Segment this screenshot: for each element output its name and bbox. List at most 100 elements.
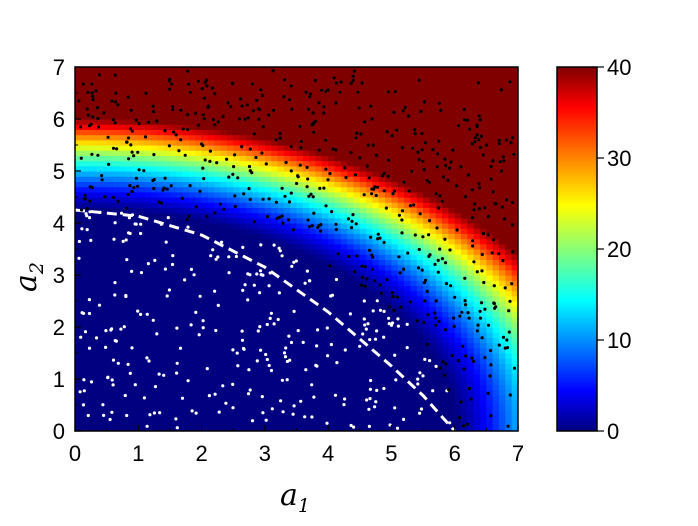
heatmap-cell bbox=[182, 290, 190, 297]
heatmap-cell bbox=[353, 425, 361, 431]
heatmap-cell bbox=[157, 337, 165, 344]
heatmap-cell bbox=[100, 217, 108, 224]
heatmap-cell bbox=[283, 139, 291, 146]
heatmap-cell bbox=[302, 301, 310, 307]
heatmap-cell bbox=[220, 191, 228, 198]
heatmap-cell bbox=[157, 207, 165, 214]
heatmap-cell bbox=[195, 197, 203, 203]
heatmap-cell bbox=[410, 373, 418, 380]
heatmap-cell bbox=[505, 301, 513, 307]
heatmap-cell bbox=[226, 139, 234, 146]
heatmap-cell bbox=[378, 405, 386, 411]
heatmap-cell bbox=[214, 202, 222, 208]
heatmap-cell bbox=[334, 207, 342, 214]
heatmap-cell bbox=[125, 238, 133, 245]
heatmap-cell bbox=[309, 259, 317, 266]
heatmap-cell bbox=[309, 87, 317, 94]
heatmap-cell bbox=[157, 228, 165, 234]
heatmap-cell bbox=[195, 379, 203, 385]
heatmap-cell bbox=[397, 77, 405, 84]
heatmap-cell bbox=[461, 129, 468, 136]
heatmap-cell bbox=[416, 420, 424, 427]
heatmap-cell bbox=[144, 269, 152, 276]
heatmap-cell bbox=[100, 394, 108, 401]
heatmap-cell bbox=[473, 394, 481, 401]
heatmap-cell bbox=[258, 358, 266, 364]
heatmap-cell bbox=[321, 337, 329, 344]
heatmap-cell bbox=[188, 212, 196, 219]
heatmap-cell bbox=[87, 280, 95, 286]
heatmap-cell bbox=[125, 228, 133, 234]
heatmap-cell bbox=[290, 368, 298, 375]
heatmap-cell bbox=[138, 160, 146, 167]
heatmap-cell bbox=[252, 82, 260, 89]
heatmap-cell bbox=[410, 275, 418, 281]
heatmap-cell bbox=[220, 145, 228, 151]
heatmap-cell bbox=[435, 124, 443, 130]
heatmap-cell bbox=[429, 285, 437, 292]
heatmap-cell bbox=[435, 410, 443, 416]
heatmap-cell bbox=[309, 410, 317, 416]
heatmap-cell bbox=[233, 191, 241, 198]
heatmap-cell bbox=[296, 264, 304, 271]
heatmap-cell bbox=[347, 384, 355, 390]
heatmap-cell bbox=[410, 72, 418, 78]
heatmap-cell bbox=[309, 347, 317, 354]
heatmap-cell bbox=[81, 165, 89, 172]
heatmap-cell bbox=[100, 311, 108, 318]
heatmap-cell bbox=[169, 165, 177, 172]
heatmap-cell bbox=[233, 98, 241, 104]
heatmap-cell bbox=[511, 87, 518, 94]
heatmap-cell bbox=[163, 176, 171, 182]
heatmap-cell bbox=[290, 238, 298, 245]
heatmap-cell bbox=[359, 77, 367, 84]
heatmap-cell bbox=[195, 264, 203, 271]
heatmap-cell bbox=[309, 337, 317, 344]
heatmap-cell bbox=[448, 186, 456, 193]
heatmap-cell bbox=[454, 301, 462, 307]
heatmap-cell bbox=[144, 93, 152, 99]
heatmap-cell bbox=[75, 358, 82, 364]
heatmap-cell bbox=[372, 415, 380, 422]
scatter-point-inside bbox=[382, 335, 386, 339]
heatmap-cell bbox=[258, 212, 266, 219]
heatmap-cell bbox=[277, 223, 285, 229]
heatmap-cell bbox=[347, 181, 355, 188]
heatmap-cell bbox=[106, 238, 114, 245]
heatmap-cell bbox=[353, 358, 361, 364]
heatmap-cell bbox=[511, 98, 518, 104]
heatmap-cell bbox=[207, 207, 215, 214]
heatmap-cell bbox=[328, 139, 336, 146]
heatmap-cell bbox=[448, 129, 456, 136]
heatmap-cell bbox=[125, 119, 133, 125]
heatmap-cell bbox=[423, 212, 430, 219]
heatmap-cell bbox=[195, 191, 203, 198]
heatmap-cell bbox=[125, 420, 133, 427]
heatmap-cell bbox=[283, 306, 291, 312]
heatmap-cell bbox=[169, 160, 177, 167]
heatmap-cell bbox=[290, 337, 298, 344]
heatmap-cell bbox=[378, 316, 386, 323]
heatmap-cell bbox=[378, 145, 386, 151]
heatmap-cell bbox=[378, 98, 386, 104]
heatmap-cell bbox=[423, 316, 430, 323]
heatmap-cell bbox=[176, 285, 184, 292]
heatmap-cell bbox=[233, 269, 241, 276]
heatmap-cell bbox=[385, 217, 393, 224]
heatmap-cell bbox=[461, 410, 468, 416]
heatmap-cell bbox=[277, 155, 285, 162]
heatmap-cell bbox=[391, 316, 399, 323]
heatmap-cell bbox=[182, 399, 190, 406]
heatmap-cell bbox=[163, 368, 171, 375]
heatmap-cell bbox=[385, 197, 393, 203]
heatmap-cell bbox=[239, 165, 247, 172]
heatmap-cell bbox=[264, 238, 272, 245]
heatmap-cell bbox=[264, 379, 272, 385]
heatmap-cell bbox=[416, 332, 424, 338]
heatmap-cell bbox=[448, 124, 456, 130]
heatmap-cell bbox=[391, 280, 399, 286]
heatmap-cell bbox=[435, 379, 443, 385]
heatmap-cell bbox=[233, 207, 241, 214]
heatmap-cell bbox=[233, 425, 241, 431]
heatmap-cell bbox=[321, 368, 329, 375]
